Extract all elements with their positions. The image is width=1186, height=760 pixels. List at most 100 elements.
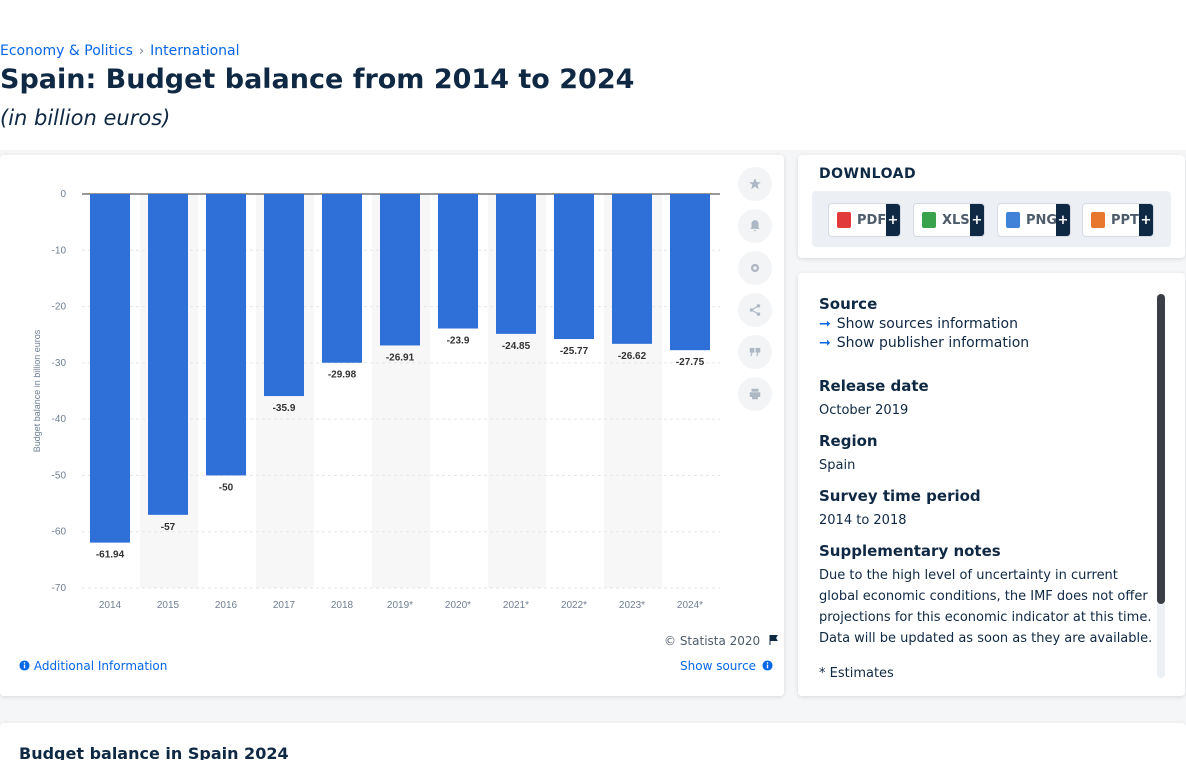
survey-period-value: 2014 to 2018: [819, 513, 907, 528]
supplementary-notes-label: Supplementary notes: [819, 542, 1001, 560]
flag-icon[interactable]: [768, 634, 780, 646]
region-value: Spain: [819, 458, 856, 473]
source-section: Source ➞ Show sources information ➞ Show p…: [819, 295, 1029, 351]
bar: [206, 194, 246, 476]
data-label: -57: [161, 522, 176, 533]
data-label: -35.9: [273, 403, 296, 414]
copyright-text: © Statista 2020: [664, 634, 761, 648]
data-label: -29.98: [328, 370, 357, 381]
x-tick-label: 2018: [331, 600, 354, 611]
gear-icon[interactable]: [738, 251, 772, 285]
page-header: [0, 0, 1186, 150]
pdf-label: PDF: [857, 212, 887, 228]
bar-chart: 0 -10 -20 -30 -40 -50 -60 -70 Budget balance in …: [32, 189, 720, 611]
bar: [670, 194, 710, 351]
bar: [380, 194, 420, 346]
x-tick-label: 2019*: [387, 600, 413, 611]
x-tick-label: 2023*: [619, 600, 645, 611]
x-tick-label: 2022*: [561, 600, 587, 611]
x-tick-label: 2017: [273, 600, 296, 611]
xls-file-icon: [922, 212, 936, 228]
png-plus-button[interactable]: +: [1056, 204, 1070, 236]
y-tick-label: -50: [52, 470, 67, 481]
x-tick-label: 2020*: [445, 600, 471, 611]
additional-information-link[interactable]: Additional Information: [19, 659, 167, 673]
bar: [438, 194, 478, 329]
print-icon[interactable]: [738, 377, 772, 411]
supplementary-notes-section: Supplementary notes Due to the high leve…: [819, 542, 1154, 684]
breadcrumb-economy-politics[interactable]: Economy & Politics: [0, 43, 133, 59]
download-pdf-button[interactable]: PDF +: [828, 203, 901, 237]
y-tick-label: -20: [52, 302, 67, 313]
show-publisher-link[interactable]: ➞ Show publisher information: [819, 335, 1029, 351]
y-tick-label: -70: [52, 583, 67, 594]
x-tick-label: 2024*: [677, 600, 703, 611]
data-label: -26.62: [618, 351, 647, 362]
png-file-icon: [1006, 212, 1020, 228]
y-tick-label: -30: [52, 358, 67, 369]
download-ppt-button[interactable]: PPT +: [1082, 203, 1154, 237]
info-icon: [762, 660, 773, 671]
estimate-note: * Estimates: [819, 666, 894, 681]
y-tick-label: -60: [52, 527, 67, 538]
pdf-file-icon: [837, 212, 851, 228]
x-tick-label: 2016: [215, 600, 238, 611]
survey-period-section: Survey time period 2014 to 2018: [819, 487, 981, 531]
release-date-value: October 2019: [819, 403, 909, 418]
bar: [148, 194, 188, 515]
data-label: -24.85: [502, 341, 531, 352]
quote-icon[interactable]: [738, 335, 772, 369]
data-label: -50: [219, 482, 234, 493]
chart-card: 0 -10 -20 -30 -40 -50 -60 -70 Budget balance in …: [0, 155, 784, 696]
info-scrollbar[interactable]: [1157, 294, 1165, 604]
region-label: Region: [819, 432, 878, 450]
release-date-label: Release date: [819, 377, 929, 395]
breadcrumb-international[interactable]: International: [150, 43, 240, 59]
source-label: Source: [819, 295, 878, 313]
related-card-title: Budget balance in Spain 2024: [19, 744, 289, 760]
related-card: Budget balance in Spain 2024: [0, 723, 1186, 760]
y-tick-label: -10: [52, 245, 67, 256]
chart-copyright: © Statista 2020: [664, 634, 780, 648]
data-label: -27.75: [676, 357, 705, 368]
share-icon[interactable]: [738, 293, 772, 327]
release-date-section: Release date October 2019: [819, 377, 929, 421]
y-axis-label: Budget balance in billion euros: [32, 329, 42, 452]
download-png-button[interactable]: PNG +: [997, 203, 1071, 237]
info-card: Source ➞ Show sources information ➞ Show p…: [798, 273, 1185, 696]
region-section: Region Spain: [819, 432, 878, 476]
y-tick-label: 0: [60, 189, 66, 200]
show-publisher-label: Show publisher information: [836, 335, 1030, 351]
x-tick-label: 2015: [157, 600, 180, 611]
show-source-link[interactable]: Show source: [680, 659, 773, 673]
x-tick-label: 2021*: [503, 600, 529, 611]
star-icon[interactable]: [738, 167, 772, 201]
arrow-right-icon: ➞: [819, 316, 831, 332]
x-tick-label: 2014: [99, 600, 122, 611]
page-subtitle: (in billion euros): [0, 106, 171, 130]
download-xls-button[interactable]: XLS +: [913, 203, 985, 237]
show-sources-label: Show sources information: [836, 316, 1018, 332]
data-label: -61.94: [96, 550, 125, 561]
additional-information-label: Additional Information: [33, 659, 168, 673]
ppt-label: PPT: [1111, 212, 1139, 228]
png-label: PNG: [1026, 212, 1058, 228]
data-label: -26.91: [386, 352, 415, 363]
survey-period-label: Survey time period: [819, 487, 981, 505]
ppt-plus-button[interactable]: +: [1139, 204, 1153, 236]
bell-icon[interactable]: [738, 209, 772, 243]
data-label: -23.9: [447, 336, 470, 347]
bar: [90, 194, 130, 543]
bar: [554, 194, 594, 340]
show-sources-link[interactable]: ➞ Show sources information: [819, 316, 1029, 332]
bar: [264, 194, 304, 397]
bar: [612, 194, 652, 344]
arrow-right-icon: ➞: [819, 335, 831, 351]
pdf-plus-button[interactable]: +: [886, 204, 900, 236]
info-icon: [19, 660, 30, 671]
data-label: -25.77: [560, 346, 589, 357]
xls-plus-button[interactable]: +: [970, 204, 984, 236]
y-tick-label: -40: [52, 414, 67, 425]
bar: [496, 194, 536, 334]
bar: [322, 194, 362, 363]
